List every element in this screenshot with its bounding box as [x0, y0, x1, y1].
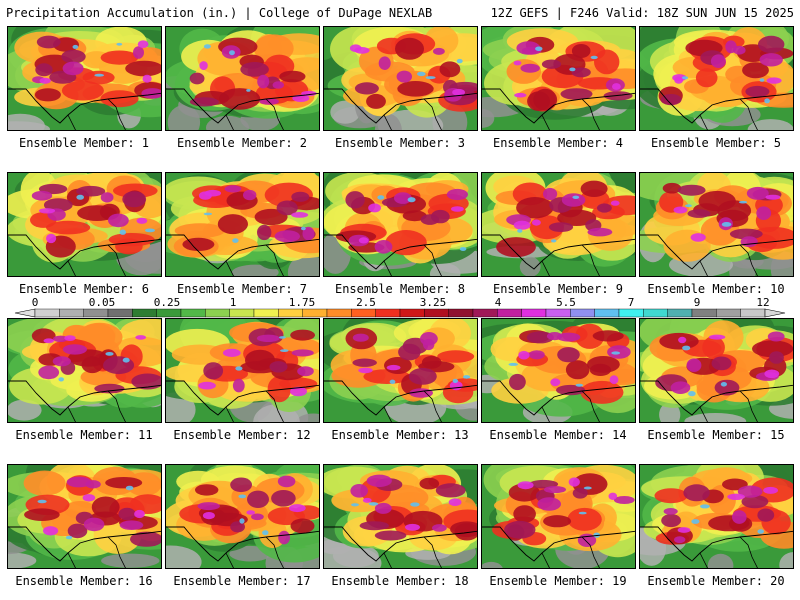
colorbar-swatch: [424, 308, 449, 318]
colorbar-swatch: [375, 308, 401, 318]
member-map-11: [7, 318, 162, 423]
member-map-17: [165, 464, 320, 569]
colorbar-swatch: [497, 308, 522, 318]
colorbar-tick-label: 0.05: [88, 296, 116, 309]
member-map-14: [481, 318, 636, 423]
colorbar-swatch: [618, 308, 644, 318]
member-label: Ensemble Member: 17: [173, 574, 311, 588]
member-map-15: [639, 318, 794, 423]
colorbar-swatch: [132, 308, 157, 318]
colorbar-swatch: [34, 308, 60, 318]
member-map-7: [165, 172, 320, 277]
member-label: Ensemble Member: 11: [15, 428, 153, 442]
colorbar-swatch: [326, 308, 352, 318]
member-label: Ensemble Member: 14: [489, 428, 627, 442]
colorbar-swatch: [59, 308, 84, 318]
colorbar-swatch: [180, 308, 206, 318]
colorbar-swatch: [278, 308, 303, 318]
colorbar-swatch: [570, 308, 595, 318]
colorbar-swatch: [253, 308, 279, 318]
member-label: Ensemble Member: 4: [492, 136, 624, 150]
colorbar-swatch: [643, 308, 668, 318]
member-label: Ensemble Member: 6: [18, 282, 150, 296]
member-map-2: [165, 26, 320, 131]
member-map-20: [639, 464, 794, 569]
valid-time: 12Z GEFS | F246 Valid: 18Z SUN JUN 15 20…: [490, 6, 794, 20]
member-map-10: [639, 172, 794, 277]
member-map-9: [481, 172, 636, 277]
colorbar-tick-label: 7: [627, 296, 635, 309]
colorbar-swatch: [302, 308, 328, 318]
colorbar-tick-label: 0.25: [153, 296, 181, 309]
member-label: Ensemble Member: 18: [331, 574, 469, 588]
colorbar-tick-label: 1.75: [288, 296, 316, 309]
colorbar-swatch: [545, 308, 571, 318]
member-map-3: [323, 26, 478, 131]
colorbar-tick-label: 5.5: [556, 296, 576, 309]
colorbar-tick-label: 2.5: [356, 296, 376, 309]
colorbar-tick-label: 1: [229, 296, 237, 309]
member-map-1: [7, 26, 162, 131]
colorbar-swatch: [740, 308, 766, 318]
colorbar-tick-label: 4: [494, 296, 502, 309]
member-map-19: [481, 464, 636, 569]
member-map-16: [7, 464, 162, 569]
member-label: Ensemble Member: 19: [489, 574, 627, 588]
colorbar-swatch: [399, 308, 425, 318]
colorbar-swatch: [448, 308, 474, 318]
colorbar-swatch: [229, 308, 255, 318]
member-map-8: [323, 172, 478, 277]
colorbar-swatch: [472, 308, 498, 318]
colorbar-swatch: [83, 308, 109, 318]
colorbar-swatch: [351, 308, 376, 318]
colorbar-tick-label: 3.25: [419, 296, 447, 309]
colorbar-tick-label: 0: [31, 296, 39, 309]
member-label: Ensemble Member: 8: [334, 282, 466, 296]
member-label: Ensemble Member: 13: [331, 428, 469, 442]
colorbar-swatch: [107, 308, 133, 318]
member-label: Ensemble Member: 15: [647, 428, 785, 442]
member-label: Ensemble Member: 12: [173, 428, 311, 442]
member-map-13: [323, 318, 478, 423]
member-label: Ensemble Member: 7: [176, 282, 308, 296]
colorbar: 0 0.05 0.25 1 1.75 2.5 3.25 4 5.5 7 9 12: [0, 296, 800, 320]
member-map-18: [323, 464, 478, 569]
colorbar-tick-label: 12: [756, 296, 770, 309]
member-map-6: [7, 172, 162, 277]
member-map-12: [165, 318, 320, 423]
colorbar-swatch: [156, 308, 182, 318]
colorbar-swatch: [521, 308, 547, 318]
member-label: Ensemble Member: 5: [650, 136, 782, 150]
member-map-5: [639, 26, 794, 131]
member-label: Ensemble Member: 20: [647, 574, 785, 588]
member-label: Ensemble Member: 3: [334, 136, 466, 150]
member-map-4: [481, 26, 636, 131]
colorbar-swatch: [691, 308, 717, 318]
member-label: Ensemble Member: 2: [176, 136, 308, 150]
member-label: Ensemble Member: 10: [647, 282, 785, 296]
member-label: Ensemble Member: 16: [15, 574, 153, 588]
colorbar-swatch: [205, 308, 230, 318]
colorbar-tick-label: 9: [693, 296, 701, 309]
member-label: Ensemble Member: 1: [18, 136, 150, 150]
colorbar-max-arrow: [764, 308, 786, 318]
colorbar-scale: [14, 308, 786, 318]
colorbar-swatch: [716, 308, 741, 318]
colorbar-swatch: [594, 308, 620, 318]
member-label: Ensemble Member: 9: [492, 282, 624, 296]
colorbar-swatch: [667, 308, 693, 318]
map-title: Precipitation Accumulation (in.) | Colle…: [6, 6, 433, 20]
colorbar-min-arrow: [14, 308, 36, 318]
